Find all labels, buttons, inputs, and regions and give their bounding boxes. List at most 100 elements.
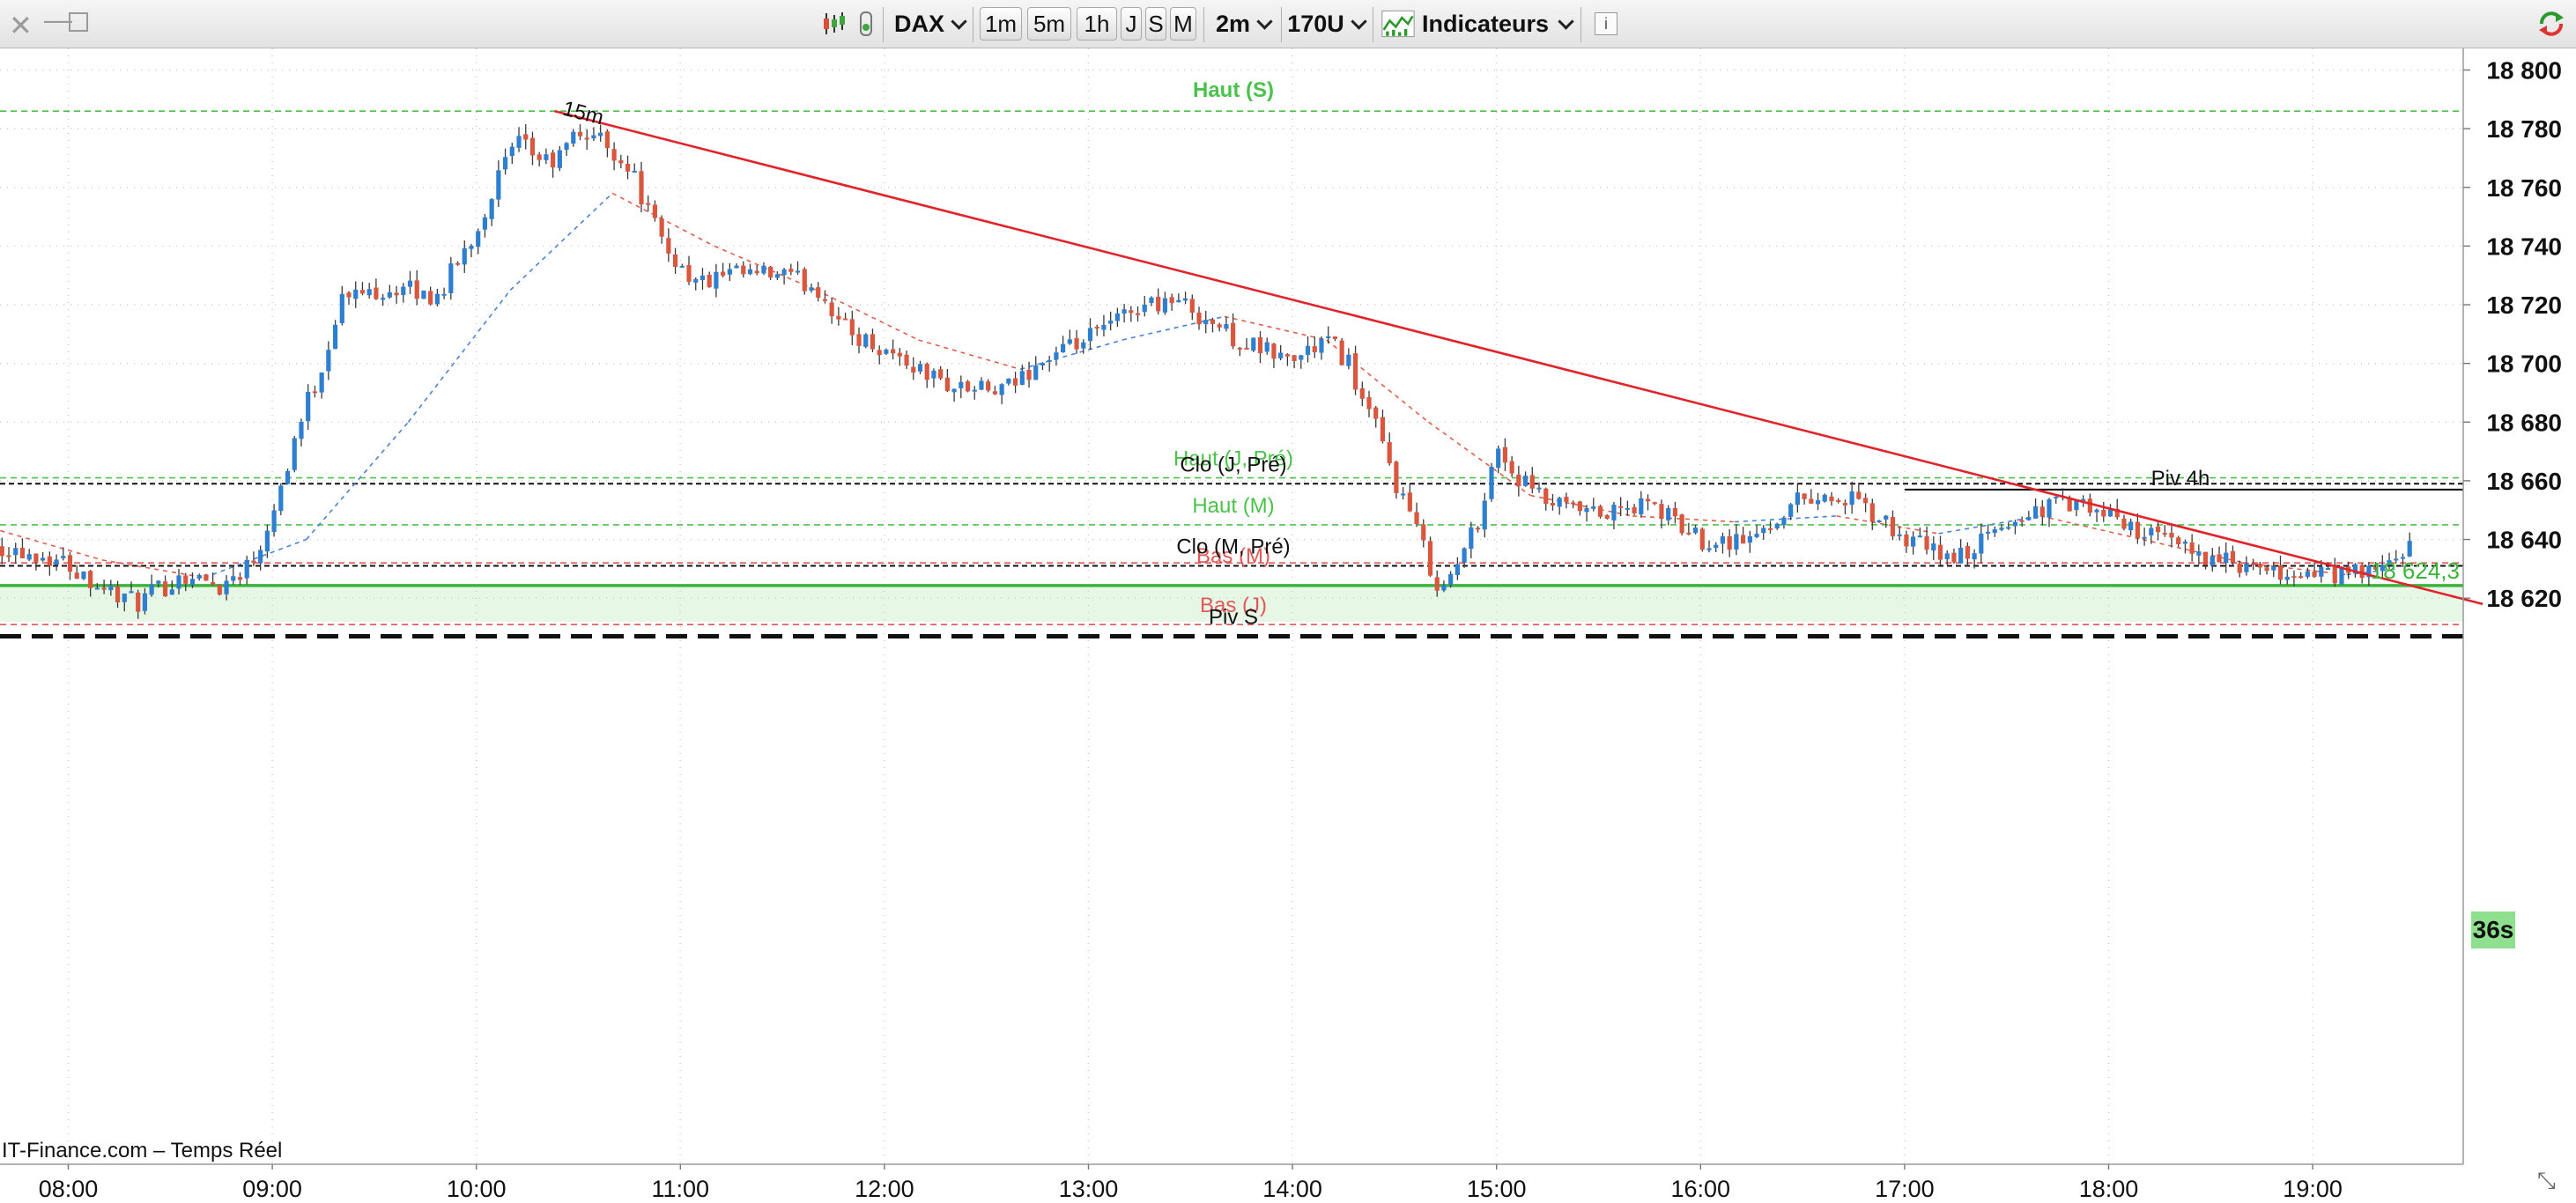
candle-body xyxy=(856,334,862,346)
period-5m-button[interactable]: 5m xyxy=(1027,7,1071,41)
candle-body xyxy=(625,163,631,172)
candle-body xyxy=(1129,310,1134,314)
indicators-button[interactable]: Indicateurs xyxy=(1381,7,1549,41)
candle-body xyxy=(346,292,352,298)
candle-body xyxy=(795,270,801,273)
candle-body xyxy=(1876,520,1882,522)
candle-body xyxy=(1502,447,1508,463)
candle-body xyxy=(1597,506,1603,517)
candle-body xyxy=(1632,506,1637,513)
indicators-menu-toggle[interactable] xyxy=(1556,7,1575,41)
candle-body xyxy=(2189,542,2195,554)
candle-body xyxy=(1373,407,1379,419)
period-1h-button[interactable]: 1h xyxy=(1077,7,1117,41)
refresh-icon[interactable] xyxy=(2535,7,2567,41)
candle-body xyxy=(1979,533,1984,554)
candle-body xyxy=(1149,297,1154,304)
candle-body xyxy=(169,589,174,595)
candle-body xyxy=(2217,554,2222,563)
period-m-button[interactable]: M xyxy=(1170,7,1196,41)
period-s-button[interactable]: S xyxy=(1145,7,1166,41)
candle-body xyxy=(1352,353,1358,390)
candle-body xyxy=(734,265,739,269)
timeframe-selector[interactable]: 2m xyxy=(1209,7,1277,41)
candle-body xyxy=(1312,346,1317,352)
candle-body xyxy=(1557,498,1562,507)
candle-body xyxy=(1829,496,1834,502)
candle-body xyxy=(944,377,950,392)
candle-body xyxy=(1299,355,1304,360)
candlestick-icon[interactable] xyxy=(819,7,849,41)
candle-body xyxy=(842,318,848,321)
candle-body xyxy=(176,575,181,589)
candle-body xyxy=(74,572,79,579)
candle-body xyxy=(1475,528,1481,530)
candle-body xyxy=(428,291,433,305)
candle-body xyxy=(476,231,481,247)
candle-body xyxy=(544,154,549,160)
price-chart[interactable]: Haut (S) Haut (J, Pré)Clo (J, Pré) Haut (M… xyxy=(0,48,2576,1203)
chart-type-icon[interactable] xyxy=(855,7,879,41)
candle-body xyxy=(278,485,284,512)
candle-body xyxy=(414,280,419,299)
candle-body xyxy=(1026,369,1032,380)
resize-handle-icon[interactable]: ⤡ xyxy=(2537,1167,2556,1193)
candle-body xyxy=(264,530,270,552)
candle-body xyxy=(2196,551,2202,556)
moving-average-segment xyxy=(407,289,511,423)
trendline xyxy=(554,109,2483,606)
candle-body xyxy=(1679,514,1684,534)
candle-body xyxy=(6,555,11,557)
moving-average-segment xyxy=(509,192,613,291)
candle-body xyxy=(727,269,732,275)
chart-toolbar: ✕ — DAX 1m 5m 1h J S M 2m 170U Indicateu… xyxy=(0,0,2576,48)
candle-body xyxy=(26,554,32,560)
candle-body xyxy=(1734,534,1739,550)
trendline-label: 15m xyxy=(560,97,606,130)
candle-body xyxy=(1884,515,1889,520)
maximize-icon[interactable] xyxy=(69,12,88,32)
candle-body xyxy=(2032,506,2039,519)
candle-body xyxy=(1509,461,1514,474)
x-axis-area xyxy=(0,1165,2463,1203)
candle-body xyxy=(2074,500,2079,511)
candle-body xyxy=(1917,535,1922,538)
minimize-icon[interactable]: — xyxy=(44,4,72,35)
candle-body xyxy=(1434,577,1440,591)
candle-body xyxy=(1006,378,1011,384)
candle-body xyxy=(781,269,787,276)
candle-body xyxy=(1394,461,1399,494)
candle-body xyxy=(2081,498,2086,501)
candle-body xyxy=(1380,417,1386,441)
candle-body xyxy=(1924,535,1929,550)
candle-body xyxy=(836,315,841,320)
instrument-selector[interactable]: DAX xyxy=(890,7,969,41)
candle-body xyxy=(2400,557,2406,559)
candle-body xyxy=(1767,528,1773,530)
candle-body xyxy=(529,137,536,156)
units-selector[interactable]: 170U xyxy=(1284,7,1367,41)
y-tick-label: 18 740 xyxy=(2486,232,2562,260)
info-icon[interactable]: i xyxy=(1595,12,1617,35)
candle-body xyxy=(2026,517,2032,520)
candle-body xyxy=(1972,553,1977,560)
period-j-button[interactable]: J xyxy=(1121,7,1142,41)
candle-body xyxy=(1278,352,1284,358)
period-1m-button[interactable]: 1m xyxy=(980,7,1022,41)
candle-body xyxy=(312,391,318,394)
candle-body xyxy=(679,265,685,268)
candle-body xyxy=(1618,506,1624,508)
chevron-down-icon xyxy=(1256,12,1273,30)
candle-body xyxy=(877,350,882,356)
candle-body xyxy=(1305,345,1311,355)
candle-body xyxy=(863,334,869,347)
y-tick-label: 18 720 xyxy=(2486,292,2562,319)
candle-body xyxy=(2006,527,2011,529)
candle-body xyxy=(700,275,706,281)
candle-body xyxy=(1659,504,1664,520)
x-tick-label: 17:00 xyxy=(1875,1176,1935,1202)
candle-body xyxy=(1727,535,1732,550)
close-icon[interactable]: ✕ xyxy=(9,10,33,41)
candle-body xyxy=(441,293,447,296)
candle-body xyxy=(1720,535,1726,544)
